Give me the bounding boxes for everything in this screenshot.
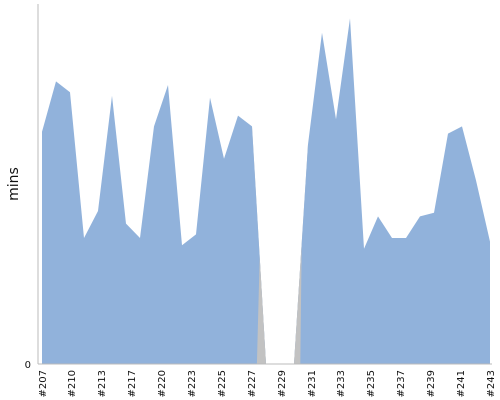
x-tick-label: #207 <box>38 370 49 397</box>
plot-area <box>42 18 490 365</box>
x-tick-label: #210 <box>67 370 78 397</box>
x-tick-label: #239 <box>426 370 437 397</box>
gap-edge-right <box>294 144 308 364</box>
x-tick-label: #243 <box>486 370 497 397</box>
x-tick-labels: #207 #210 #213 #217 #220 #223 #225 #227 #229 #231… <box>38 370 497 397</box>
x-tick-label: #229 <box>277 370 288 397</box>
x-tick-label: #227 <box>247 370 258 397</box>
x-tick-label: #235 <box>366 370 377 397</box>
x-tick-label: #241 <box>456 370 467 397</box>
x-tick-label: #233 <box>336 370 347 397</box>
y-axis-title: mins <box>6 167 22 201</box>
series-area-blue <box>42 18 490 365</box>
x-tick-label: #220 <box>157 370 168 397</box>
x-tick-label: #217 <box>127 370 138 397</box>
x-tick-label: #213 <box>97 370 108 397</box>
x-tick-label: #223 <box>187 370 198 397</box>
x-tick-label: #237 <box>396 370 407 397</box>
y-tick-label: 0 <box>25 360 31 371</box>
x-tick-label: #225 <box>217 370 228 397</box>
x-tick-label: #231 <box>307 370 318 397</box>
gap-edge-left <box>252 126 266 365</box>
